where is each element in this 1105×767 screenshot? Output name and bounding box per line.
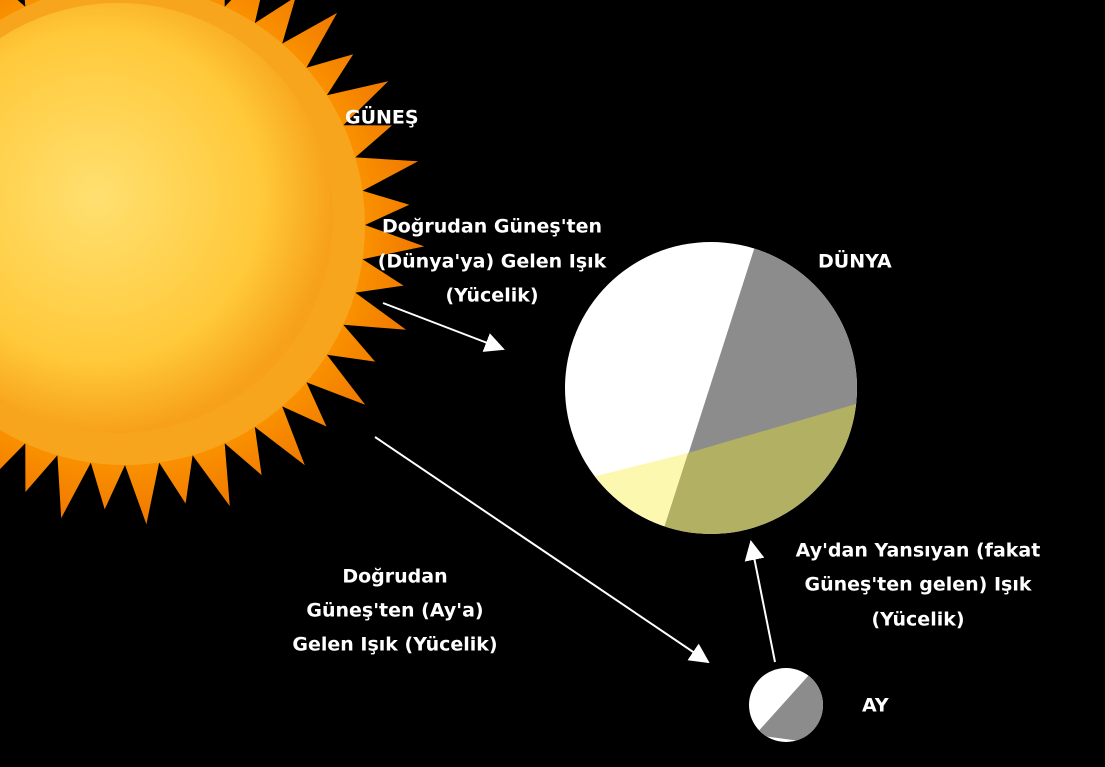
annotation-line: (Dünya'ya) Gelen Işık [378, 251, 607, 273]
moon-label: AY [862, 695, 889, 717]
earth-label: DÜNYA [818, 249, 892, 273]
annotation-line: Güneş'ten (Ay'a) [306, 600, 483, 622]
page: GÜNEŞ DÜNYA AY Doğrudan Güneş'ten (Dünya… [0, 0, 1105, 767]
annotation-line: Ay'dan Yansıyan (fakat [796, 540, 1041, 562]
annotation-line: (Yücelik) [445, 285, 538, 307]
annotation-line: Gelen Işık (Yücelik) [292, 634, 497, 656]
annotation-line: Doğrudan [342, 566, 447, 588]
annotation-line: Doğrudan Güneş'ten [382, 216, 602, 238]
diagram: GÜNEŞ DÜNYA AY Doğrudan Güneş'ten (Dünya… [0, 0, 1105, 767]
annotation-line: Güneş'ten gelen) Işık [804, 574, 1031, 596]
sun-label: GÜNEŞ [345, 105, 419, 129]
annotation-line: (Yücelik) [871, 609, 964, 631]
